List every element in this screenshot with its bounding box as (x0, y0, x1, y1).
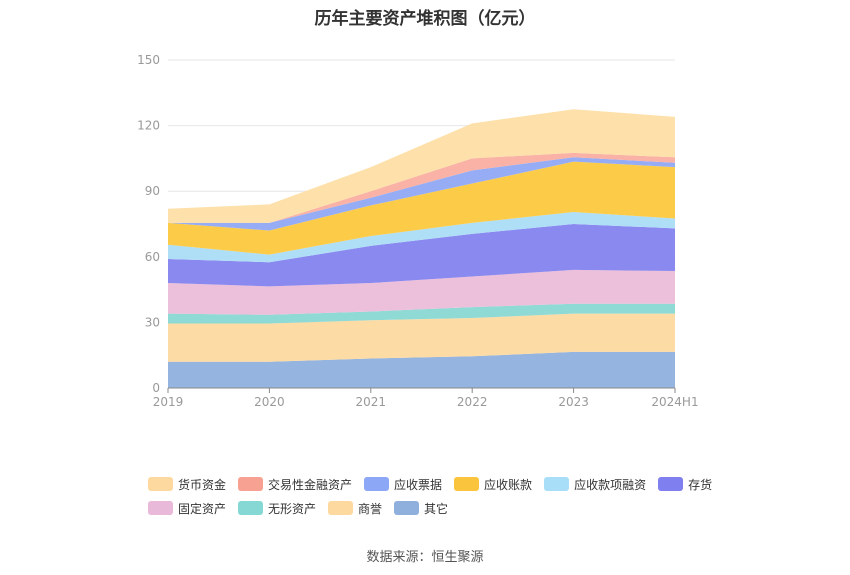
legend-item[interactable]: 应收账款 (454, 472, 532, 496)
legend-label: 交易性金融资产 (268, 477, 353, 492)
legend-label: 商誉 (358, 501, 383, 516)
y-tick-label: 0 (152, 381, 160, 395)
legend-swatch (394, 501, 420, 515)
y-tick-label: 120 (137, 119, 160, 133)
legend-swatch (658, 477, 684, 491)
legend-label: 应收票据 (394, 477, 443, 492)
legend-item[interactable]: 固定资产 (148, 496, 226, 520)
area-series-9 (168, 152, 675, 223)
area-series-6 (168, 211, 675, 263)
legend-swatch (238, 477, 264, 491)
area-series-8 (168, 157, 675, 231)
legend-item[interactable]: 应收款项融资 (544, 472, 646, 496)
area-series-10 (168, 109, 675, 223)
legend-label: 其它 (424, 501, 449, 516)
x-tick-label: 2024H1 (651, 395, 698, 409)
legend-item[interactable]: 其它 (394, 496, 448, 520)
x-tick-label: 2022 (457, 395, 488, 409)
legend-swatch (148, 477, 173, 491)
legend-swatch (148, 501, 173, 515)
legend-swatch (544, 477, 570, 491)
y-tick-label: 90 (145, 184, 160, 198)
legend-label: 存货 (688, 477, 713, 492)
legend-swatch (238, 501, 264, 515)
legend-swatch (364, 477, 390, 491)
legend-label: 货币资金 (178, 477, 227, 492)
legend-item[interactable]: 无形资产 (238, 496, 316, 520)
legend-label: 无形资产 (268, 501, 317, 516)
source-note: 数据来源：恒生聚源 (366, 550, 484, 565)
x-tick-label: 2023 (558, 395, 589, 409)
legend-label: 应收款项融资 (574, 477, 647, 492)
axes: 2019 2020 2021 2022 2023 2024H1 (153, 387, 699, 409)
legend-item[interactable]: 商誉 (328, 496, 382, 520)
x-tick-label: 2021 (356, 395, 387, 409)
legend-label: 固定资产 (178, 501, 227, 516)
legend-item[interactable]: 存货 (658, 472, 712, 496)
y-tick-label: 150 (137, 53, 160, 67)
chart-title: 历年主要资产堆积图（亿元） (314, 9, 536, 29)
x-tick-label: 2019 (153, 395, 184, 409)
area-series-3 (168, 303, 675, 324)
area-series-4 (168, 269, 675, 315)
x-tick-label: 2020 (254, 395, 285, 409)
legend-item[interactable]: 交易性金融资产 (238, 472, 352, 496)
legend-item[interactable]: 货币资金 (148, 472, 226, 496)
area-series (168, 109, 675, 388)
area-series-1 (168, 351, 675, 388)
legend: 货币资金 交易性金融资产 应收票据 应收账款 应收款项融资 存货固定资产 无形资产 商誉 其它 (148, 472, 748, 520)
legend-swatch (328, 501, 354, 515)
y-tick-label: 30 (145, 315, 160, 329)
legend-label: 应收账款 (484, 477, 533, 492)
area-series-2 (168, 313, 675, 362)
legend-swatch (454, 477, 480, 491)
legend-item[interactable]: 应收票据 (364, 472, 442, 496)
y-tick-label: 60 (145, 250, 160, 264)
area-series-7 (168, 161, 675, 255)
area-series-5 (168, 224, 675, 287)
